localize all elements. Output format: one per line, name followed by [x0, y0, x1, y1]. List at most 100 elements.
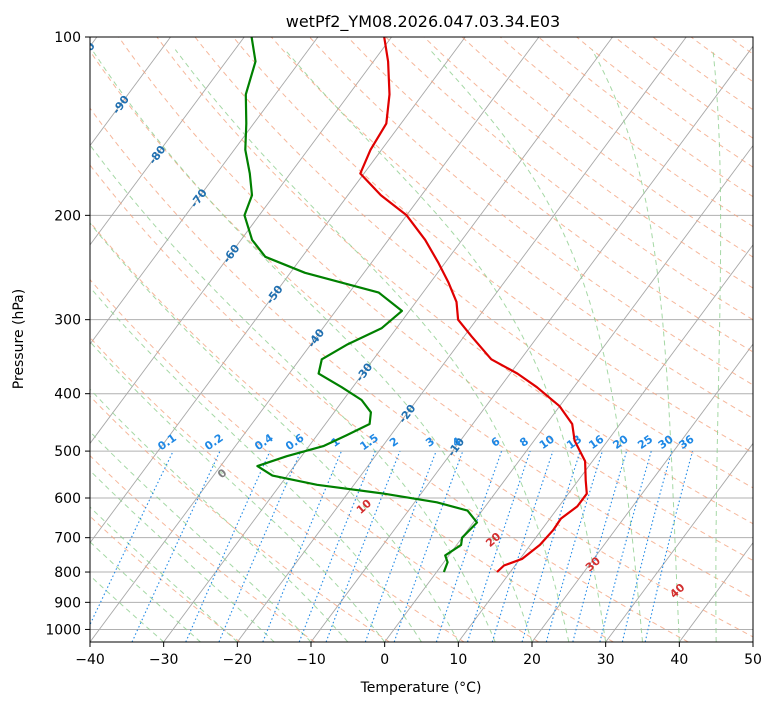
dry-adiabat-line: [461, 37, 753, 258]
dry-adiabat-line: [347, 37, 753, 353]
moist-adiabat-line: [90, 222, 459, 642]
y-tick-label: 500: [54, 444, 81, 460]
x-tick-label: −20: [223, 652, 253, 668]
isotherm-label: -90: [110, 93, 132, 117]
dry-adiabat-line: [90, 50, 753, 599]
mixing-ratio-line: [90, 450, 174, 626]
y-tick-label: 800: [54, 565, 81, 581]
profile-lines: [243, 37, 588, 573]
mixing-ratio-label: 3: [423, 435, 437, 450]
dry-adiabat-line: [270, 37, 753, 420]
y-axis-label: Pressure (hPa): [11, 289, 27, 389]
mixing-ratio-line: [218, 450, 302, 642]
isotherm-line: [90, 37, 466, 544]
dry-adiabat-line: [309, 37, 753, 386]
dry-adiabat-line: [90, 164, 689, 642]
y-tick-label: 100: [54, 30, 81, 46]
dry-adiabat-line: [90, 107, 753, 638]
chart-title: wetPf2_YM08.2026.047.03.34.E03: [286, 12, 560, 32]
dry-adiabat-line: [90, 278, 540, 642]
isotherm-label: -20: [396, 402, 418, 426]
isotherm-line: [752, 641, 753, 642]
background-lines: [90, 37, 775, 642]
isotherm-label: -50: [263, 283, 285, 307]
mixing-ratio-label: 36: [677, 432, 697, 452]
dry-adiabat-line: [90, 515, 241, 642]
mixing-ratio-line: [644, 450, 694, 642]
isotherm-line: [90, 37, 171, 147]
x-tick-label: −30: [149, 652, 179, 668]
mixing-ratio-label: 6: [489, 434, 503, 449]
moist-adiabat-line: [90, 286, 422, 642]
x-tick-label: −40: [75, 652, 105, 668]
isotherm-line: [310, 45, 753, 642]
mixing-ratio-line: [435, 450, 503, 642]
dry-adiabat-line: [767, 37, 775, 642]
moist-adiabat-line: [90, 506, 238, 642]
x-tick-label: 30: [597, 652, 615, 668]
dry-adiabat-line: [499, 37, 753, 228]
moist-adiabat-line: [90, 388, 349, 642]
mixing-ratio-label: 30: [656, 432, 676, 452]
mixing-ratio-label: 0.2: [202, 431, 225, 453]
mixing-ratio-line: [131, 450, 221, 642]
x-tick-label: 50: [744, 652, 762, 668]
dry-adiabat-line: [232, 37, 753, 454]
x-tick-label: −10: [296, 652, 326, 668]
dry-adiabat-line: [194, 37, 753, 489]
isotherm-label: -30: [353, 360, 375, 384]
isotherm-line: [236, 37, 687, 642]
mixing-ratio-line: [545, 450, 603, 642]
y-tick-label: 700: [54, 531, 81, 547]
mixing-ratio-label: 20: [611, 432, 631, 452]
isotherm-line: [531, 343, 753, 642]
moist-adiabat-line: [712, 49, 722, 642]
mixing-ratio-line: [466, 450, 531, 642]
x-tick-label: 20: [523, 652, 541, 668]
dewpoint-line: [243, 37, 479, 573]
mixing-ratio-line: [491, 450, 554, 642]
mixing-ratio-line: [521, 450, 581, 642]
isotherm-label: -60: [220, 242, 242, 266]
y-tick-label: 600: [54, 491, 81, 507]
mixing-ratio-label: 2: [387, 435, 401, 450]
moist-adiabat-line: [429, 49, 643, 642]
mixing-ratio-line: [262, 450, 343, 642]
moist-adiabat-line: [90, 430, 312, 642]
moist-adiabat-label: 20: [483, 530, 503, 550]
mixing-ratio-line: [621, 450, 673, 642]
mixing-ratio-label: 0.4: [252, 431, 276, 453]
mixing-ratio-label: 0.6: [283, 431, 307, 453]
mixing-ratio-line: [599, 450, 652, 642]
dry-adiabat-line: [90, 336, 465, 642]
y-tick-label: 900: [54, 595, 81, 611]
y-tick-label: 1000: [45, 622, 81, 638]
moist-adiabat-line: [174, 49, 570, 642]
moist-adiabat-line: [591, 49, 680, 642]
isotherm-line: [90, 37, 392, 445]
dry-adiabat-line: [90, 454, 315, 642]
dry-adiabat-line: [385, 37, 753, 321]
x-tick-label: 40: [670, 652, 688, 668]
moist-adiabat-line: [91, 49, 533, 642]
moist-adiabat-label: 30: [583, 554, 603, 574]
y-tick-label: 300: [54, 313, 81, 329]
dry-adiabat-line: [90, 221, 614, 642]
dry-adiabat-line: [652, 37, 753, 111]
y-tick-label: 400: [54, 387, 81, 403]
mixing-ratio-line: [325, 450, 401, 642]
isotherm-line: [163, 37, 613, 642]
isotherm-line: [384, 144, 753, 642]
plot-frame: [89, 36, 754, 643]
mixing-ratio-line: [393, 450, 464, 642]
isotherm-label: -70: [188, 186, 210, 210]
x-tick-label: 10: [449, 652, 467, 668]
isotherm-label: -80: [146, 143, 168, 167]
dry-adiabat-line: [90, 395, 390, 642]
mixing-ratio-line: [298, 450, 376, 642]
moist-adiabat-line: [284, 49, 607, 642]
temperature-line: [359, 37, 588, 573]
y-axis: 100 200 300 400 500 600 700 800 900 1000: [45, 30, 90, 638]
isotherm-line: [605, 442, 753, 642]
